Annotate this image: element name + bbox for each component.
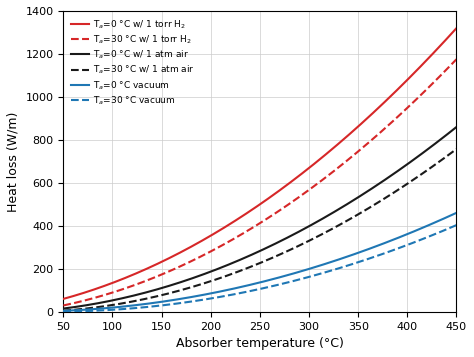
T$_a$=30 °C w/ 1 atm air	[294, 244, 300, 248]
T$_a$=0 °C vacuum	[444, 215, 450, 219]
T$_a$=0 °C vacuum	[294, 270, 300, 275]
T$_a$=0 °C w/ 1 torr H$_2$	[250, 207, 255, 212]
Line: T$_a$=30 °C w/ 1 atm air: T$_a$=30 °C w/ 1 atm air	[64, 149, 456, 311]
T$_a$=0 °C w/ 1 atm air	[444, 132, 450, 137]
T$_a$=0 °C vacuum	[61, 309, 66, 313]
T$_a$=30 °C w/ 1 torr H$_2$	[250, 226, 255, 230]
T$_a$=30 °C vacuum	[61, 310, 66, 314]
T$_a$=30 °C w/ 1 atm air	[247, 265, 253, 269]
T$_a$=0 °C w/ 1 torr H$_2$	[294, 175, 300, 179]
T$_a$=30 °C vacuum	[444, 227, 450, 231]
T$_a$=0 °C vacuum	[383, 241, 388, 245]
T$_a$=30 °C w/ 1 torr H$_2$	[454, 57, 459, 61]
Line: T$_a$=0 °C w/ 1 torr H$_2$: T$_a$=0 °C w/ 1 torr H$_2$	[64, 28, 456, 299]
Legend: T$_a$=0 °C w/ 1 torr H$_2$, T$_a$=30 °C w/ 1 torr H$_2$, T$_a$=0 °C w/ 1 atm air: T$_a$=0 °C w/ 1 torr H$_2$, T$_a$=30 °C …	[68, 15, 198, 109]
T$_a$=0 °C w/ 1 torr H$_2$	[61, 297, 66, 301]
T$_a$=0 °C w/ 1 torr H$_2$	[383, 99, 388, 103]
T$_a$=30 °C w/ 1 torr H$_2$	[273, 211, 279, 215]
Y-axis label: Heat loss (W/m): Heat loss (W/m)	[7, 111, 20, 212]
T$_a$=30 °C vacuum	[247, 289, 253, 293]
T$_a$=30 °C w/ 1 torr H$_2$	[383, 126, 388, 130]
T$_a$=30 °C w/ 1 torr H$_2$	[294, 196, 300, 200]
T$_a$=0 °C vacuum	[247, 283, 253, 287]
T$_a$=30 °C w/ 1 torr H$_2$	[247, 227, 253, 231]
T$_a$=0 °C w/ 1 atm air	[250, 252, 255, 257]
T$_a$=30 °C w/ 1 atm air	[273, 254, 279, 258]
T$_a$=0 °C w/ 1 torr H$_2$	[273, 191, 279, 195]
T$_a$=30 °C w/ 1 torr H$_2$	[444, 67, 450, 71]
T$_a$=30 °C vacuum	[294, 278, 300, 282]
T$_a$=0 °C w/ 1 atm air	[383, 177, 388, 181]
T$_a$=0 °C w/ 1 atm air	[294, 230, 300, 235]
T$_a$=0 °C w/ 1 torr H$_2$	[444, 36, 450, 41]
Line: T$_a$=0 °C w/ 1 atm air: T$_a$=0 °C w/ 1 atm air	[64, 127, 456, 308]
T$_a$=30 °C vacuum	[383, 251, 388, 255]
T$_a$=30 °C w/ 1 atm air	[383, 196, 388, 200]
Line: T$_a$=0 °C vacuum: T$_a$=0 °C vacuum	[64, 213, 456, 311]
T$_a$=0 °C w/ 1 atm air	[273, 241, 279, 245]
Line: T$_a$=30 °C vacuum: T$_a$=30 °C vacuum	[64, 225, 456, 312]
T$_a$=0 °C vacuum	[250, 282, 255, 286]
T$_a$=30 °C w/ 1 atm air	[61, 308, 66, 313]
T$_a$=30 °C vacuum	[454, 223, 459, 227]
T$_a$=0 °C w/ 1 atm air	[247, 253, 253, 258]
T$_a$=0 °C w/ 1 atm air	[61, 306, 66, 311]
T$_a$=30 °C w/ 1 atm air	[444, 154, 450, 158]
T$_a$=30 °C w/ 1 atm air	[250, 264, 255, 268]
T$_a$=30 °C w/ 1 torr H$_2$	[61, 303, 66, 308]
T$_a$=30 °C w/ 1 atm air	[454, 147, 459, 151]
X-axis label: Absorber temperature (°C): Absorber temperature (°C)	[176, 337, 344, 350]
T$_a$=30 °C vacuum	[250, 288, 255, 293]
T$_a$=30 °C vacuum	[273, 283, 279, 287]
T$_a$=0 °C w/ 1 torr H$_2$	[247, 209, 253, 213]
Line: T$_a$=30 °C w/ 1 torr H$_2$: T$_a$=30 °C w/ 1 torr H$_2$	[64, 59, 456, 306]
T$_a$=0 °C w/ 1 atm air	[454, 125, 459, 129]
T$_a$=0 °C w/ 1 torr H$_2$	[454, 26, 459, 30]
T$_a$=0 °C vacuum	[273, 276, 279, 281]
T$_a$=0 °C vacuum	[454, 211, 459, 215]
